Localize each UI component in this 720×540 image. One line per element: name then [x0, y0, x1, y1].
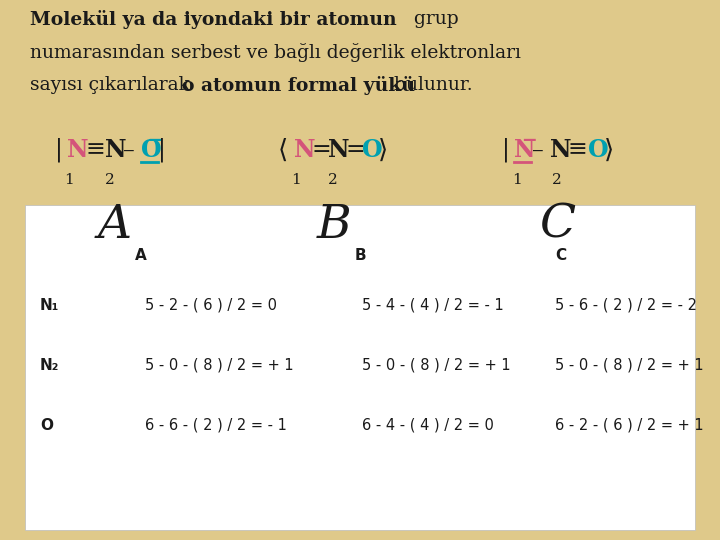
Text: |: | [502, 138, 510, 162]
Text: =: = [312, 138, 332, 161]
Text: –: – [123, 138, 135, 161]
Text: Molekül ya da iyondaki bir atomun: Molekül ya da iyondaki bir atomun [30, 10, 397, 29]
Text: 2: 2 [552, 173, 562, 187]
Text: B: B [317, 202, 351, 248]
Text: N: N [328, 138, 350, 162]
Text: O: O [588, 138, 608, 162]
Text: |: | [158, 138, 166, 162]
Text: B: B [355, 247, 366, 262]
Text: 5 - 0 - ( 8 ) / 2 = + 1: 5 - 0 - ( 8 ) / 2 = + 1 [145, 357, 294, 373]
Text: C: C [539, 202, 575, 248]
Text: 6 - 2 - ( 6 ) / 2 = + 1: 6 - 2 - ( 6 ) / 2 = + 1 [555, 417, 703, 433]
Text: numarasından serbest ve bağlı değerlik elektronları: numarasından serbest ve bağlı değerlik e… [30, 43, 521, 62]
Text: 1: 1 [291, 173, 301, 187]
Text: N₁: N₁ [40, 298, 59, 313]
Text: O: O [40, 417, 53, 433]
Text: o atomun formal yükü: o atomun formal yükü [182, 76, 415, 95]
Text: 1: 1 [512, 173, 522, 187]
Text: 1: 1 [64, 173, 74, 187]
Text: bulunur.: bulunur. [388, 76, 472, 94]
Text: 2: 2 [105, 173, 115, 187]
Text: O̅: O̅ [141, 138, 161, 162]
Text: 6 - 4 - ( 4 ) / 2 = 0: 6 - 4 - ( 4 ) / 2 = 0 [362, 417, 494, 433]
Text: N: N [550, 138, 572, 162]
Text: ⟨: ⟨ [278, 138, 288, 163]
Text: C: C [555, 247, 566, 262]
Text: N: N [294, 138, 315, 162]
Text: ≡: ≡ [85, 138, 104, 161]
Text: grup: grup [408, 10, 459, 28]
Text: sayısı çıkarılarak: sayısı çıkarılarak [30, 76, 196, 94]
Text: 2: 2 [328, 173, 338, 187]
Text: 6 - 6 - ( 2 ) / 2 = - 1: 6 - 6 - ( 2 ) / 2 = - 1 [145, 417, 287, 433]
Text: 5 - 0 - ( 8 ) / 2 = + 1: 5 - 0 - ( 8 ) / 2 = + 1 [555, 357, 703, 373]
Text: N₂: N₂ [40, 357, 59, 373]
Text: A: A [135, 247, 147, 262]
Text: O: O [362, 138, 382, 162]
Text: N: N [105, 138, 127, 162]
Text: =: = [346, 138, 366, 161]
Text: ⟩: ⟩ [378, 138, 388, 163]
Text: 5 - 0 - ( 8 ) / 2 = + 1: 5 - 0 - ( 8 ) / 2 = + 1 [362, 357, 510, 373]
Text: –: – [532, 138, 544, 161]
Text: N: N [67, 138, 89, 162]
Text: |: | [55, 138, 63, 162]
FancyBboxPatch shape [25, 205, 695, 530]
Text: 5 - 2 - ( 6 ) / 2 = 0: 5 - 2 - ( 6 ) / 2 = 0 [145, 298, 277, 313]
Text: 5 - 6 - ( 2 ) / 2 = - 2: 5 - 6 - ( 2 ) / 2 = - 2 [555, 298, 697, 313]
Text: N̅: N̅ [514, 138, 536, 162]
Text: A: A [98, 202, 132, 248]
Text: ≡: ≡ [568, 138, 588, 161]
Text: ⟩: ⟩ [604, 138, 614, 163]
Text: 5 - 4 - ( 4 ) / 2 = - 1: 5 - 4 - ( 4 ) / 2 = - 1 [362, 298, 504, 313]
